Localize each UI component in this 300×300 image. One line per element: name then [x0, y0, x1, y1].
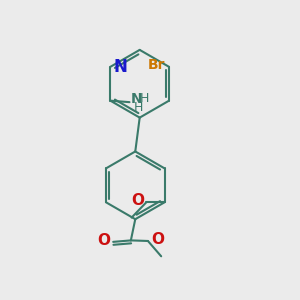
- Text: N: N: [131, 92, 142, 106]
- Text: H: H: [134, 101, 144, 114]
- Text: O: O: [97, 233, 110, 248]
- Text: Br: Br: [148, 58, 166, 72]
- Text: N: N: [113, 58, 127, 76]
- Text: O: O: [131, 193, 144, 208]
- Text: O: O: [151, 232, 164, 247]
- Text: H: H: [140, 92, 149, 105]
